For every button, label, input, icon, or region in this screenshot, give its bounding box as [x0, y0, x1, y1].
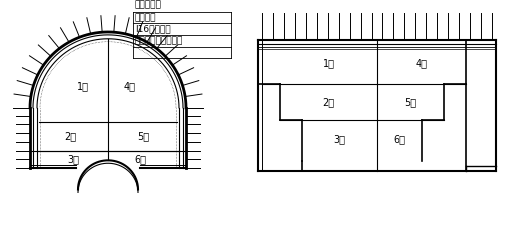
Text: 1部: 1部 — [77, 81, 89, 91]
Text: 3部: 3部 — [67, 154, 79, 164]
Text: 系统锚杆: 系统锚杆 — [135, 13, 156, 22]
Text: 1部: 1部 — [323, 59, 334, 68]
Text: 4部: 4部 — [415, 59, 428, 68]
Text: 2部: 2部 — [322, 97, 334, 107]
Text: 5部: 5部 — [405, 97, 416, 107]
Text: 注浆小导管: 注浆小导管 — [135, 1, 162, 10]
Text: 3部: 3部 — [333, 134, 346, 144]
Text: 6部: 6部 — [134, 154, 146, 164]
Text: 初期支护钢喷混凝土: 初期支护钢喷混凝土 — [135, 36, 183, 45]
Text: 4部: 4部 — [124, 81, 136, 91]
Text: 5部: 5部 — [137, 131, 149, 142]
Text: 6部: 6部 — [393, 134, 406, 144]
Text: I16工字钢架: I16工字钢架 — [135, 24, 171, 34]
Text: 2部: 2部 — [64, 131, 76, 142]
